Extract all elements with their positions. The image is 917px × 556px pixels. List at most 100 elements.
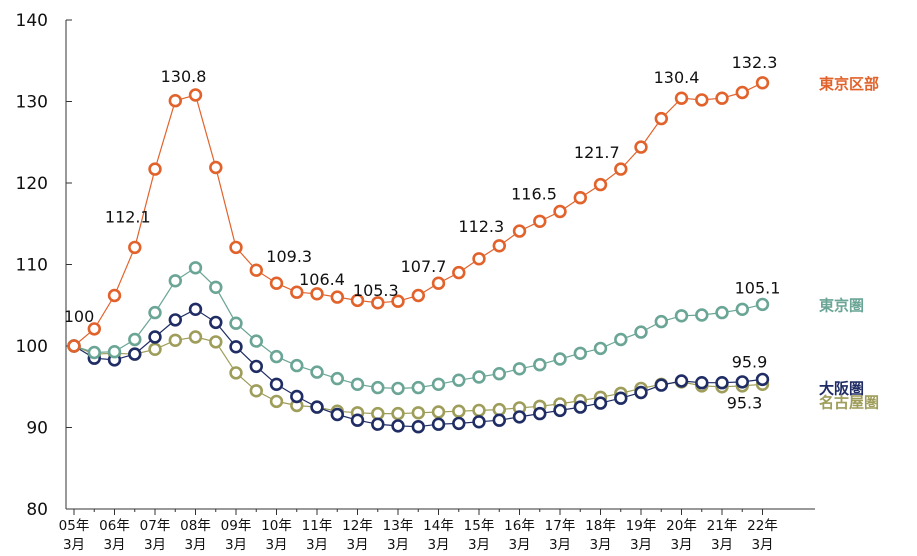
x-tick-month: 3月 (265, 537, 287, 553)
data-point (148, 162, 162, 176)
data-label: 130.8 (161, 67, 207, 86)
y-tick-label: 130 (16, 93, 48, 113)
data-point (330, 290, 344, 304)
y-tick-label: 110 (16, 256, 48, 276)
data-point (128, 332, 142, 347)
data-point (310, 400, 324, 414)
data-point (553, 403, 567, 418)
x-tick-month: 3月 (468, 537, 490, 553)
x-tick-month: 3月 (751, 537, 773, 553)
data-point (290, 285, 304, 299)
data-point (533, 358, 547, 372)
data-point (188, 330, 203, 344)
data-point (310, 365, 324, 379)
x-tick-year: 18年 (585, 518, 616, 534)
x-tick-month: 3月 (711, 537, 733, 553)
data-point (168, 313, 183, 327)
data-point (249, 359, 263, 374)
x-axis-ticks: 05年 3月 06年 3月 07年 3月 08年 3月 09年 3月 10年 3月 11年 3月 12年 3月… (59, 509, 778, 553)
data-point (249, 263, 263, 277)
data-label: 116.5 (511, 185, 557, 204)
series-name-label: 東京区部 (819, 75, 879, 93)
x-tick-month: 3月 (427, 537, 449, 553)
x-tick-month: 3月 (346, 537, 368, 553)
data-point (148, 305, 162, 320)
data-label: 132.3 (732, 53, 778, 72)
data-point (209, 335, 223, 349)
data-point (249, 384, 263, 398)
data-point (735, 85, 749, 100)
data-label: 107.7 (401, 257, 447, 276)
x-tick-year: 19年 (626, 518, 657, 534)
data-point (168, 274, 183, 288)
data-point (512, 410, 527, 424)
x-tick-year: 07年 (140, 518, 171, 534)
data-point (674, 309, 689, 323)
data-point (330, 371, 344, 386)
x-tick-month: 3月 (144, 537, 166, 553)
x-tick-month: 3月 (589, 537, 611, 553)
data-point (350, 377, 365, 391)
x-tick-year: 21年 (707, 518, 738, 534)
x-tick-month: 3月 (549, 537, 571, 553)
x-tick-year: 11年 (302, 518, 333, 534)
x-tick-year: 17年 (545, 518, 576, 534)
data-point (492, 239, 506, 253)
data-point (87, 345, 102, 360)
data-point (148, 342, 162, 356)
data-point (431, 276, 446, 290)
data-label: 95.9 (732, 352, 768, 371)
data-point (391, 381, 405, 396)
data-point (695, 376, 709, 390)
x-tick-month: 3月 (508, 537, 530, 553)
data-point (614, 332, 628, 347)
data-point (188, 302, 203, 316)
data-point (249, 334, 263, 348)
x-tick-year: 09年 (221, 518, 252, 534)
data-point (148, 330, 162, 344)
data-point (715, 305, 729, 320)
data-point (492, 367, 506, 381)
data-point (290, 389, 304, 404)
data-point (735, 375, 749, 389)
y-tick-label: 80 (26, 500, 48, 520)
data-point (128, 240, 142, 255)
x-tick-year: 06年 (99, 518, 130, 534)
data-point (269, 349, 284, 364)
data-point (573, 400, 587, 414)
data-point (715, 376, 729, 390)
data-point (533, 406, 547, 421)
data-point (472, 415, 486, 429)
data-point (350, 413, 365, 427)
data-label: 100 (64, 307, 95, 326)
data-point (755, 76, 770, 90)
data-point (168, 333, 183, 347)
y-axis-ticks: 80 90 100 110 120 130 140 (16, 11, 72, 520)
data-point (452, 404, 466, 418)
data-point (614, 391, 628, 405)
data-point (350, 293, 365, 308)
data-point (755, 297, 770, 312)
data-point (229, 366, 243, 380)
data-label: 105.3 (353, 281, 399, 300)
data-point (654, 378, 668, 392)
data-point (472, 370, 486, 384)
data-point (107, 288, 122, 303)
data-point (269, 377, 284, 391)
x-tick-month: 3月 (306, 537, 328, 553)
data-point (735, 302, 749, 316)
data-point (209, 315, 223, 330)
data-label: 112.1 (105, 207, 151, 226)
data-point (391, 406, 405, 421)
x-tick-year: 14年 (423, 518, 454, 534)
data-point (553, 204, 567, 219)
data-point (431, 405, 446, 419)
x-tick-year: 08年 (180, 518, 211, 534)
data-point (674, 374, 689, 388)
data-label: 121.7 (574, 143, 620, 162)
data-point (472, 403, 486, 418)
data-point (107, 345, 122, 359)
data-point (452, 373, 466, 387)
